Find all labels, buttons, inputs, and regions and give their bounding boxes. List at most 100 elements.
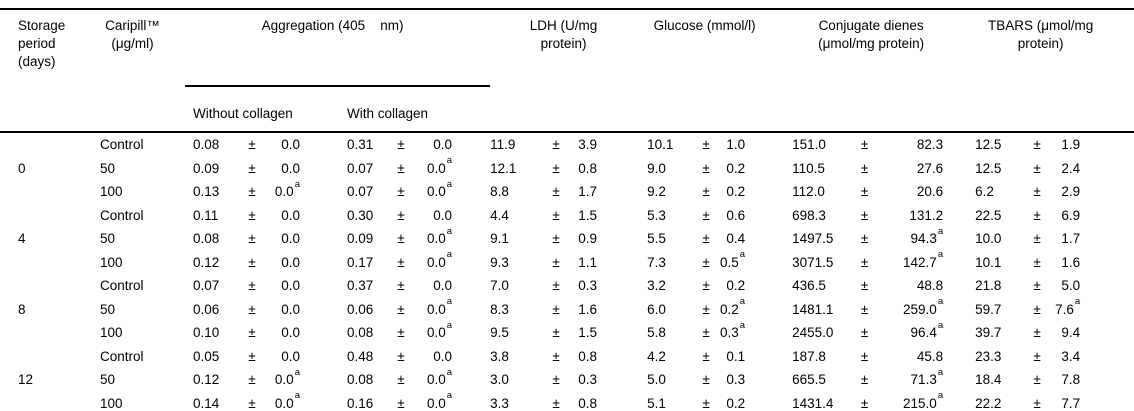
caripill-dose-cell: 100 [100,395,123,411]
plus-minus-sign: ± [1033,207,1041,223]
caripill-dose-cell: 50 [100,372,116,387]
significance-superscript: a [294,366,300,378]
value-cell: 0.30 [347,207,374,223]
error-cell: 45.8 [916,348,944,364]
value-cell: 12.5 [975,160,1002,176]
value-cell: 4.2 [647,348,666,364]
value-cell: 110.5 [792,160,825,176]
plus-minus-sign: ± [1033,325,1041,340]
error-cell: 0.0 [433,207,453,223]
error-cell: 215.0a [903,390,944,411]
error-cell: 0.3 [578,372,598,387]
column-header-tbars: TBARS (μmol/mg protein) [975,9,1134,133]
error-cell: 0.2 [726,278,746,293]
plus-minus-sign: ± [702,348,710,364]
plus-minus-sign: ± [1033,301,1041,317]
plus-minus-sign: ± [702,301,710,317]
storage-period-cell [0,274,100,298]
error-cell: 142.7a [903,249,944,270]
value-cell: 59.7 [975,301,1002,317]
error-cell: 1.7 [578,184,598,199]
value-cell: 5.0 [647,372,666,387]
error-cell: 5.0 [1061,278,1081,293]
value-cell: 1431.4 [792,395,834,411]
value-cell: 3.3 [490,395,509,411]
ldh-label: LDH (U/mg protein) [529,18,598,51]
value-cell: 9.2 [647,184,666,199]
plus-minus-sign: ± [1033,184,1041,199]
table-row: 4 50 0.08 ±0.0 0.09 ±0.0a 9.1 ±0.9 5.5 ±0.4 1497.5… [0,226,1134,251]
plus-minus-sign: ± [702,372,710,387]
plus-minus-sign: ± [248,137,256,152]
caripill-dose-cell: 100 [100,325,123,340]
plus-minus-sign: ± [552,301,560,317]
error-cell: 0.0 [281,301,300,317]
table-row: 0 50 0.09 ±0.0 0.07 ±0.0a 12.1 ±0.8 9.0 ±0.2 110.5… [0,155,1134,181]
value-cell: 10.1 [975,254,1002,270]
plus-minus-sign: ± [552,254,560,270]
value-cell: 39.7 [975,325,1002,340]
storage-period-cell: 12 [18,372,34,387]
plus-minus-sign: ± [248,372,256,387]
value-cell: 6.0 [647,301,666,317]
column-header-ldh: LDH (U/mg protein) [490,9,648,133]
error-cell: 1.6 [1061,254,1081,270]
significance-superscript: a [739,296,746,307]
error-cell: 9.4 [1061,325,1081,340]
error-cell: 0.0 [281,325,300,340]
plus-minus-sign: ± [552,160,560,176]
error-cell: 0.8 [578,348,598,364]
error-cell: 0.0a [426,319,453,340]
significance-superscript: a [739,319,746,331]
error-cell: 0.2a [720,296,746,317]
error-cell: 0.2 [726,395,746,411]
significance-superscript: a [937,366,944,378]
value-cell: 0.06 [193,301,220,317]
error-cell: 6.9 [1061,207,1081,223]
error-cell: 0.6 [726,207,746,223]
table-row: Control 0.07 ±0.0 0.37 ±0.0 7.0 ±0.3 3.2 ±0.2 436… [0,274,1134,298]
value-cell: 21.8 [975,278,1002,293]
without-collagen-label: Without collagen [193,106,293,121]
value-cell: 0.37 [347,278,374,293]
plus-minus-sign: ± [248,231,256,246]
plus-minus-sign: ± [397,207,405,223]
error-cell: 0.0a [426,390,453,411]
plus-minus-sign: ± [397,137,405,152]
plus-minus-sign: ± [397,348,405,364]
plus-minus-sign: ± [1033,231,1041,246]
value-cell: 9.0 [647,160,666,176]
plus-minus-sign: ± [397,395,405,411]
plus-minus-sign: ± [1033,372,1041,387]
plus-minus-sign: ± [860,348,869,364]
error-cell: 1.1 [578,254,598,270]
plus-minus-sign: ± [860,160,869,176]
value-cell: 12.5 [975,137,1002,152]
storage-period-cell: 4 [18,231,26,246]
error-cell: 0.0a [426,155,453,176]
with-collagen-label: With collagen [347,106,429,121]
value-cell: 7.0 [490,278,509,293]
error-cell: 0.0a [426,249,453,270]
significance-superscript: a [446,178,453,190]
value-cell: 22.2 [975,395,1002,411]
caripill-dose-cell: 50 [100,301,116,317]
value-cell: 0.07 [347,160,374,176]
error-cell: 0.4 [726,231,746,246]
significance-superscript: a [739,249,746,260]
value-cell: 9.3 [490,254,509,270]
error-cell: 131.2 [909,207,944,223]
significance-superscript: a [446,296,453,307]
error-cell: 82.3 [916,137,944,152]
plus-minus-sign: ± [552,231,560,246]
value-cell: 7.3 [647,254,666,270]
plus-minus-sign: ± [397,301,405,317]
value-cell: 3071.5 [792,254,834,270]
plus-minus-sign: ± [860,137,869,152]
error-cell: 2.4 [1061,160,1081,176]
plus-minus-sign: ± [248,325,256,340]
plus-minus-sign: ± [860,278,869,293]
plus-minus-sign: ± [860,231,869,246]
glucose-label: Glucose (mmol/l) [653,18,756,33]
caripill-dose-cell: Control [100,137,144,152]
